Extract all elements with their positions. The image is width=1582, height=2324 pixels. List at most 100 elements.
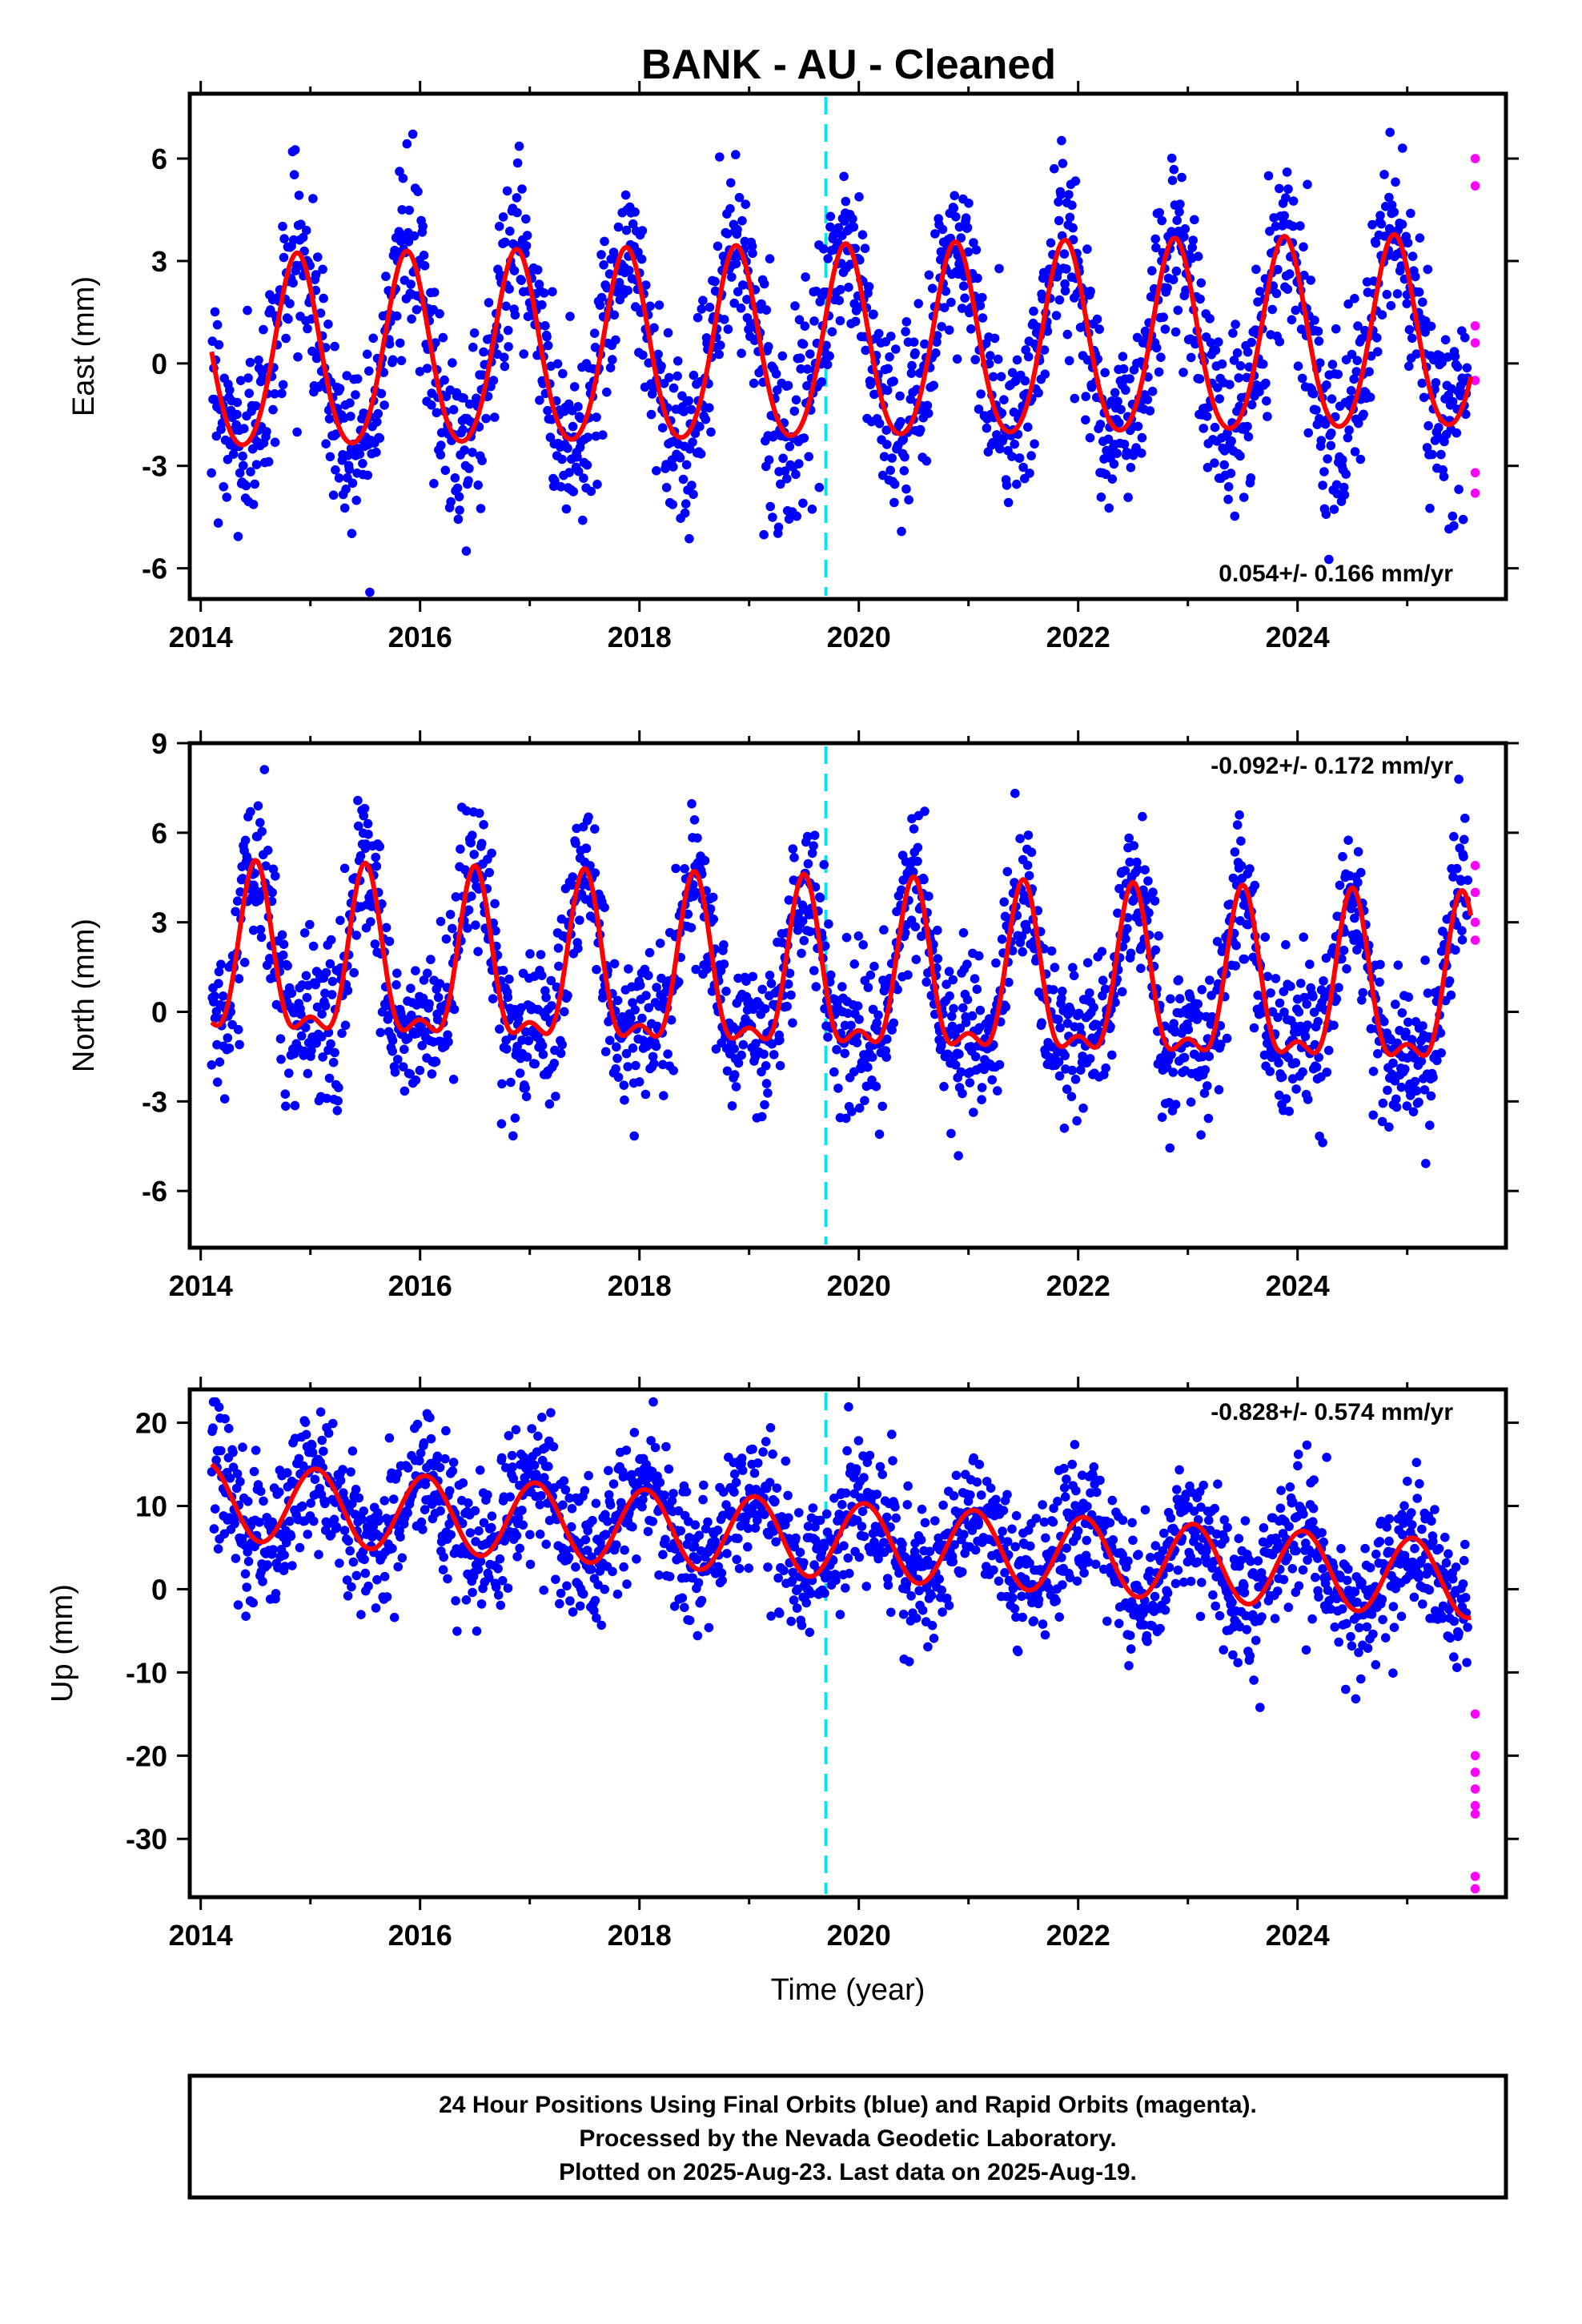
- final-orbit-point: [1265, 1067, 1275, 1076]
- final-orbit-point: [1186, 352, 1196, 363]
- final-orbit-point: [1403, 992, 1414, 1002]
- final-orbit-point: [666, 1015, 677, 1025]
- final-orbit-point: [761, 1061, 771, 1071]
- final-orbit-point: [233, 1024, 243, 1035]
- final-orbit-point: [387, 355, 398, 365]
- final-orbit-point: [1174, 207, 1184, 217]
- final-orbit-point: [636, 254, 647, 264]
- final-orbit-point: [731, 150, 741, 159]
- final-orbit-point: [538, 1049, 548, 1059]
- final-orbit-point: [955, 1023, 965, 1033]
- final-orbit-point: [1039, 345, 1050, 355]
- final-orbit-point: [263, 456, 274, 467]
- final-orbit-point: [1288, 196, 1299, 206]
- final-orbit-point: [716, 340, 725, 350]
- final-orbit-point: [1081, 392, 1090, 401]
- final-orbit-point: [527, 1424, 536, 1433]
- final-orbit-point: [451, 892, 461, 902]
- final-orbit-point: [1323, 1045, 1334, 1055]
- final-orbit-point: [479, 820, 488, 830]
- final-orbit-point: [1060, 286, 1070, 296]
- final-orbit-point: [1404, 324, 1415, 335]
- final-orbit-point: [1414, 1097, 1423, 1108]
- final-orbit-point: [306, 1498, 316, 1508]
- final-orbit-point: [1391, 177, 1400, 187]
- final-orbit-point: [887, 1429, 897, 1439]
- final-orbit-point: [439, 1552, 448, 1562]
- final-orbit-point: [578, 1589, 588, 1599]
- final-orbit-point: [1273, 1012, 1283, 1023]
- final-orbit-point: [1275, 336, 1285, 347]
- final-orbit-point: [441, 1425, 451, 1436]
- final-orbit-point: [279, 939, 289, 949]
- final-orbit-point: [628, 1043, 638, 1053]
- final-orbit-point: [359, 1554, 369, 1565]
- final-orbit-point: [1319, 976, 1328, 986]
- final-orbit-point: [1116, 404, 1126, 415]
- final-orbit-point: [757, 984, 767, 995]
- final-orbit-point: [897, 1539, 907, 1549]
- final-orbit-point: [436, 1506, 445, 1516]
- final-orbit-point: [757, 1112, 767, 1122]
- final-orbit-point: [511, 1425, 521, 1435]
- final-orbit-point: [1012, 479, 1022, 489]
- final-orbit-point: [888, 1456, 897, 1466]
- final-orbit-point: [882, 440, 892, 449]
- final-orbit-point: [733, 1058, 744, 1068]
- final-orbit-point: [703, 1517, 713, 1527]
- final-orbit-point: [518, 1520, 528, 1530]
- final-orbit-point: [628, 998, 637, 1007]
- final-orbit-point: [479, 347, 488, 357]
- final-orbit-point: [872, 1018, 881, 1028]
- final-orbit-point: [1085, 432, 1095, 443]
- final-orbit-point: [353, 821, 363, 831]
- final-orbit-point: [620, 1545, 629, 1555]
- final-orbit-point: [500, 237, 510, 247]
- final-orbit-point: [628, 1522, 637, 1532]
- final-orbit-point: [338, 1465, 347, 1474]
- final-orbit-point: [685, 1615, 695, 1626]
- final-orbit-point: [1125, 374, 1134, 384]
- final-orbit-point: [310, 1474, 320, 1485]
- final-orbit-point: [832, 1044, 841, 1055]
- final-orbit-point: [412, 304, 422, 315]
- final-orbit-point: [695, 421, 705, 432]
- final-orbit-point: [734, 192, 745, 203]
- final-orbit-point: [537, 300, 547, 310]
- final-orbit-point: [907, 360, 917, 371]
- final-orbit-point: [1263, 412, 1272, 421]
- final-orbit-point: [1452, 362, 1463, 372]
- final-orbit-point: [1057, 135, 1066, 146]
- final-orbit-point: [843, 1008, 853, 1019]
- final-orbit-point: [759, 1049, 769, 1059]
- rapid-orbit-point: [1470, 887, 1480, 898]
- final-orbit-point: [1113, 908, 1122, 918]
- final-orbit-point: [788, 844, 798, 854]
- final-orbit-point: [477, 456, 487, 465]
- final-orbit-point: [241, 1611, 251, 1621]
- final-orbit-point: [522, 1052, 532, 1062]
- final-orbit-point: [630, 207, 640, 217]
- final-orbit-point: [1339, 482, 1349, 493]
- final-orbit-point: [559, 1007, 569, 1017]
- final-orbit-point: [602, 387, 612, 397]
- final-orbit-point: [496, 1600, 506, 1610]
- final-orbit-point: [1002, 866, 1013, 877]
- final-orbit-point: [1217, 359, 1227, 369]
- final-orbit-point: [231, 907, 240, 917]
- final-orbit-point: [215, 1057, 225, 1067]
- final-orbit-point: [1082, 355, 1093, 365]
- final-orbit-point: [835, 1610, 845, 1619]
- final-orbit-point: [860, 243, 870, 254]
- final-orbit-point: [548, 1441, 559, 1452]
- final-orbit-point: [1391, 999, 1400, 1009]
- final-orbit-point: [392, 968, 402, 979]
- final-orbit-point: [586, 486, 596, 497]
- final-orbit-point: [1147, 386, 1158, 396]
- final-orbit-point: [954, 1151, 963, 1160]
- final-orbit-point: [839, 1541, 849, 1551]
- final-orbit-point: [783, 380, 793, 391]
- final-orbit-point: [287, 988, 297, 998]
- final-orbit-point: [839, 171, 849, 182]
- final-orbit-point: [975, 1005, 986, 1015]
